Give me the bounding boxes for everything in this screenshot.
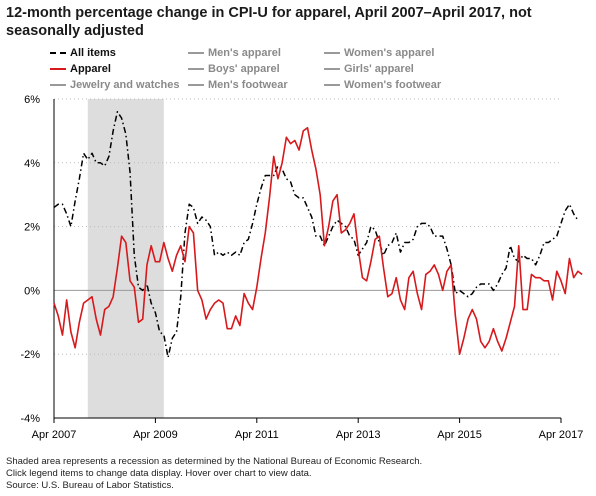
legend-swatch	[188, 52, 204, 54]
legend-label: Jewelry and watches	[70, 79, 180, 91]
legend-swatch	[324, 52, 340, 54]
legend-swatch	[50, 84, 66, 86]
y-tick-label: 4%	[24, 158, 40, 170]
line-chart[interactable]: 6% 4% 2% 0% -2% -4% Apr 2007 Apr 2009 Apr 2011 Ap…	[0, 0, 596, 456]
recession-band	[87, 99, 164, 418]
x-tick-label: Apr 2011	[235, 429, 279, 441]
legend-label: Men's apparel	[208, 47, 281, 59]
legend-swatch	[188, 68, 204, 70]
series-line-all-items	[53, 111, 579, 359]
legend-swatch	[324, 68, 340, 70]
legend-swatch	[50, 68, 66, 70]
legend-label: Women's apparel	[344, 47, 435, 59]
y-tick-label: -4%	[20, 413, 40, 425]
recession-note: Shaded area represents a recession as de…	[6, 456, 423, 467]
legend-label: Men's footwear	[208, 79, 288, 91]
y-tick-label: -2%	[20, 349, 40, 361]
legend-label: All items	[70, 47, 116, 59]
x-tick-label: Apr 2015	[437, 429, 482, 441]
chart-title: 12-month percentage change in CPI-U for …	[6, 5, 532, 39]
x-tick-label: Apr 2013	[336, 429, 381, 441]
series-line-apparel	[53, 126, 583, 356]
legend-label: Girls' apparel	[344, 63, 414, 75]
x-tick-label: Apr 2007	[32, 429, 77, 441]
y-tick-label: 0%	[24, 285, 40, 297]
source-note: Source: U.S. Bureau of Labor Statistics.	[6, 480, 174, 491]
y-tick-label: 6%	[24, 94, 40, 106]
x-tick-label: Apr 2017	[539, 429, 584, 441]
legend-swatch	[324, 84, 340, 86]
y-tick-label: 2%	[24, 222, 40, 234]
instruction-note: Click legend items to change data displa…	[6, 468, 312, 479]
legend: All items Men's apparel Women's apparel App…	[0, 0, 596, 100]
legend-swatch	[188, 84, 204, 86]
legend-label: Boys' apparel	[208, 63, 280, 75]
x-tick-label: Apr 2009	[133, 429, 178, 441]
legend-label: Women's footwear	[344, 79, 442, 91]
legend-label: Apparel	[70, 63, 111, 75]
legend-swatch	[50, 52, 66, 54]
chart-notes: Shaded area represents a recession as de…	[6, 456, 591, 492]
